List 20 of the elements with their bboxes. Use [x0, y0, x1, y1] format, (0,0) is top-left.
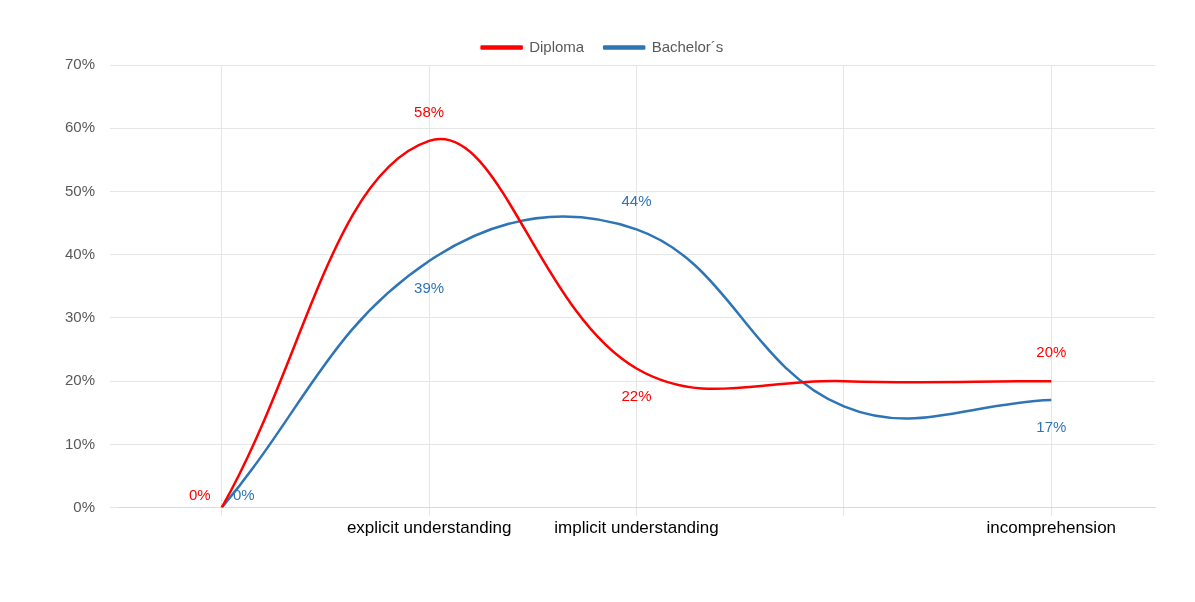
data-label: 58% [414, 103, 445, 121]
legend-label: Diploma [529, 37, 585, 55]
y-tick-label: 20% [64, 371, 96, 389]
y-tick-label: 40% [64, 244, 96, 262]
data-label: 0% [188, 485, 211, 503]
data-label: 22% [621, 386, 652, 404]
legend-label: Bachelor´s [651, 37, 724, 55]
data-label: 17% [1036, 418, 1067, 436]
data-label: 39% [414, 279, 445, 297]
y-tick-label: 60% [64, 118, 96, 136]
y-tick-label: 10% [64, 434, 96, 452]
x-tick-label: incomprehension [986, 518, 1117, 538]
y-tick-label: 0% [73, 497, 96, 515]
y-tick-label: 70% [64, 55, 96, 73]
y-tick-label: 30% [64, 308, 96, 326]
y-tick-label: 50% [64, 181, 96, 199]
x-tick-label: explicit understanding [346, 518, 512, 538]
data-label: 20% [1036, 343, 1067, 361]
x-tick-label: implicit understanding [554, 518, 719, 538]
data-label: 44% [621, 191, 652, 209]
